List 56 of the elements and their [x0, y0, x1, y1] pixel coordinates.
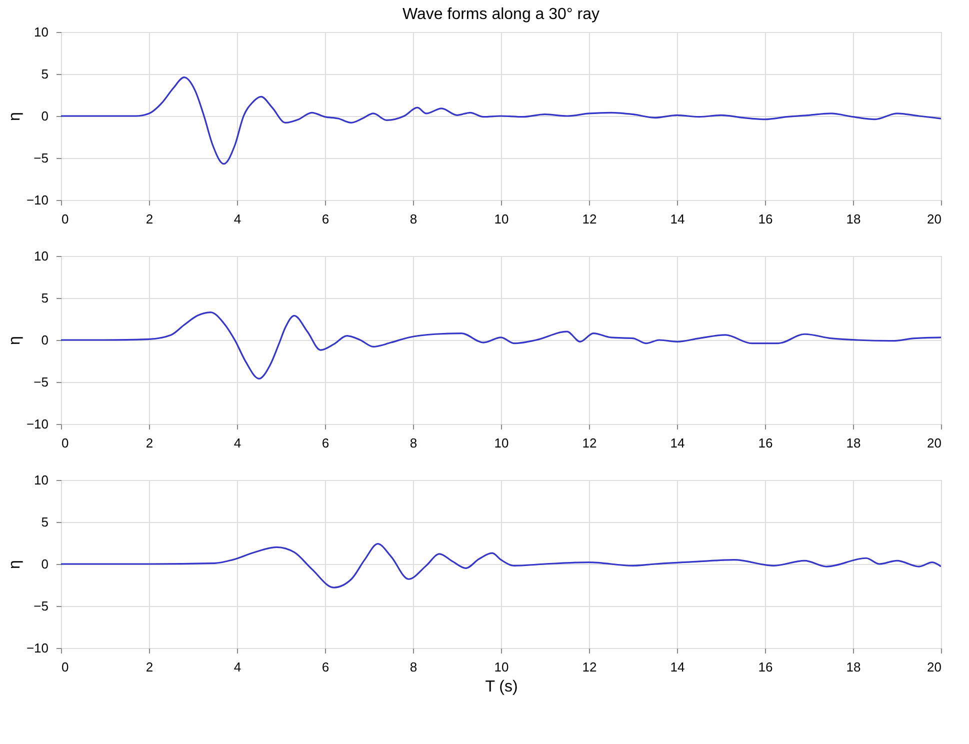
x-tick-label: 20 — [927, 436, 942, 450]
x-tick-label: 12 — [582, 212, 597, 226]
y-tick-label: 0 — [41, 108, 48, 124]
x-tick-label: 6 — [322, 212, 330, 226]
x-tick-label: 14 — [670, 212, 685, 226]
x-tick-label: 0 — [62, 212, 69, 226]
y-axis-title: η — [6, 336, 24, 345]
y-axis-title: η — [6, 112, 24, 121]
x-tick-label: 8 — [410, 436, 418, 450]
y-tick-label: 5 — [41, 290, 48, 306]
x-tick-label: 6 — [322, 660, 330, 674]
line-series — [61, 311, 941, 380]
y-tick-label: −5 — [34, 150, 48, 166]
x-tick-label: 14 — [670, 660, 685, 674]
x-tick-label: 20 — [927, 212, 942, 226]
x-tick-label: 10 — [494, 660, 509, 674]
y-tick-label: 5 — [41, 514, 48, 530]
y-tick-label: 10 — [34, 24, 48, 40]
x-tick-label: 8 — [410, 660, 418, 674]
x-tick-label: 16 — [758, 436, 773, 450]
x-tick-label: 14 — [670, 436, 685, 450]
y-tick-label: 5 — [41, 66, 48, 82]
x-tick-label: 10 — [494, 212, 509, 226]
x-tick-label: 20 — [927, 660, 942, 674]
y-tick-label: −10 — [26, 416, 48, 432]
x-tick-label: 6 — [322, 436, 330, 450]
y-tick-label: 0 — [41, 332, 48, 348]
chart-title: Wave forms along a 30° ray — [402, 6, 600, 23]
x-tick-label: 4 — [234, 660, 242, 674]
x-tick-label: 4 — [234, 436, 242, 450]
y-tick-label: 10 — [34, 248, 48, 264]
x-tick-label: 0 — [62, 660, 69, 674]
y-tick-label: 10 — [34, 472, 48, 488]
x-tick-label: 2 — [146, 212, 154, 226]
x-tick-label: 18 — [846, 212, 861, 226]
y-tick-label: −10 — [26, 192, 48, 208]
y-tick-label: −10 — [26, 640, 48, 656]
x-tick-label: 10 — [494, 436, 509, 450]
x-tick-label: 4 — [234, 212, 242, 226]
x-tick-label: 0 — [62, 436, 69, 450]
x-tick-label: 2 — [146, 660, 154, 674]
x-tick-label: 12 — [582, 436, 597, 450]
y-tick-label: −5 — [34, 374, 48, 390]
x-tick-label: 18 — [846, 660, 861, 674]
x-tick-label: 8 — [410, 212, 418, 226]
line-series — [61, 76, 941, 165]
y-tick-label: −5 — [34, 598, 48, 614]
y-axis-title: η — [6, 560, 24, 569]
y-tick-label: 0 — [41, 556, 48, 572]
x-tick-label: 12 — [582, 660, 597, 674]
x-tick-label: 16 — [758, 660, 773, 674]
x-tick-label: 16 — [758, 212, 773, 226]
x-tick-label: 2 — [146, 436, 154, 450]
x-tick-label: 18 — [846, 436, 861, 450]
x-axis-title: T (s) — [485, 678, 518, 696]
line-series — [61, 543, 941, 588]
